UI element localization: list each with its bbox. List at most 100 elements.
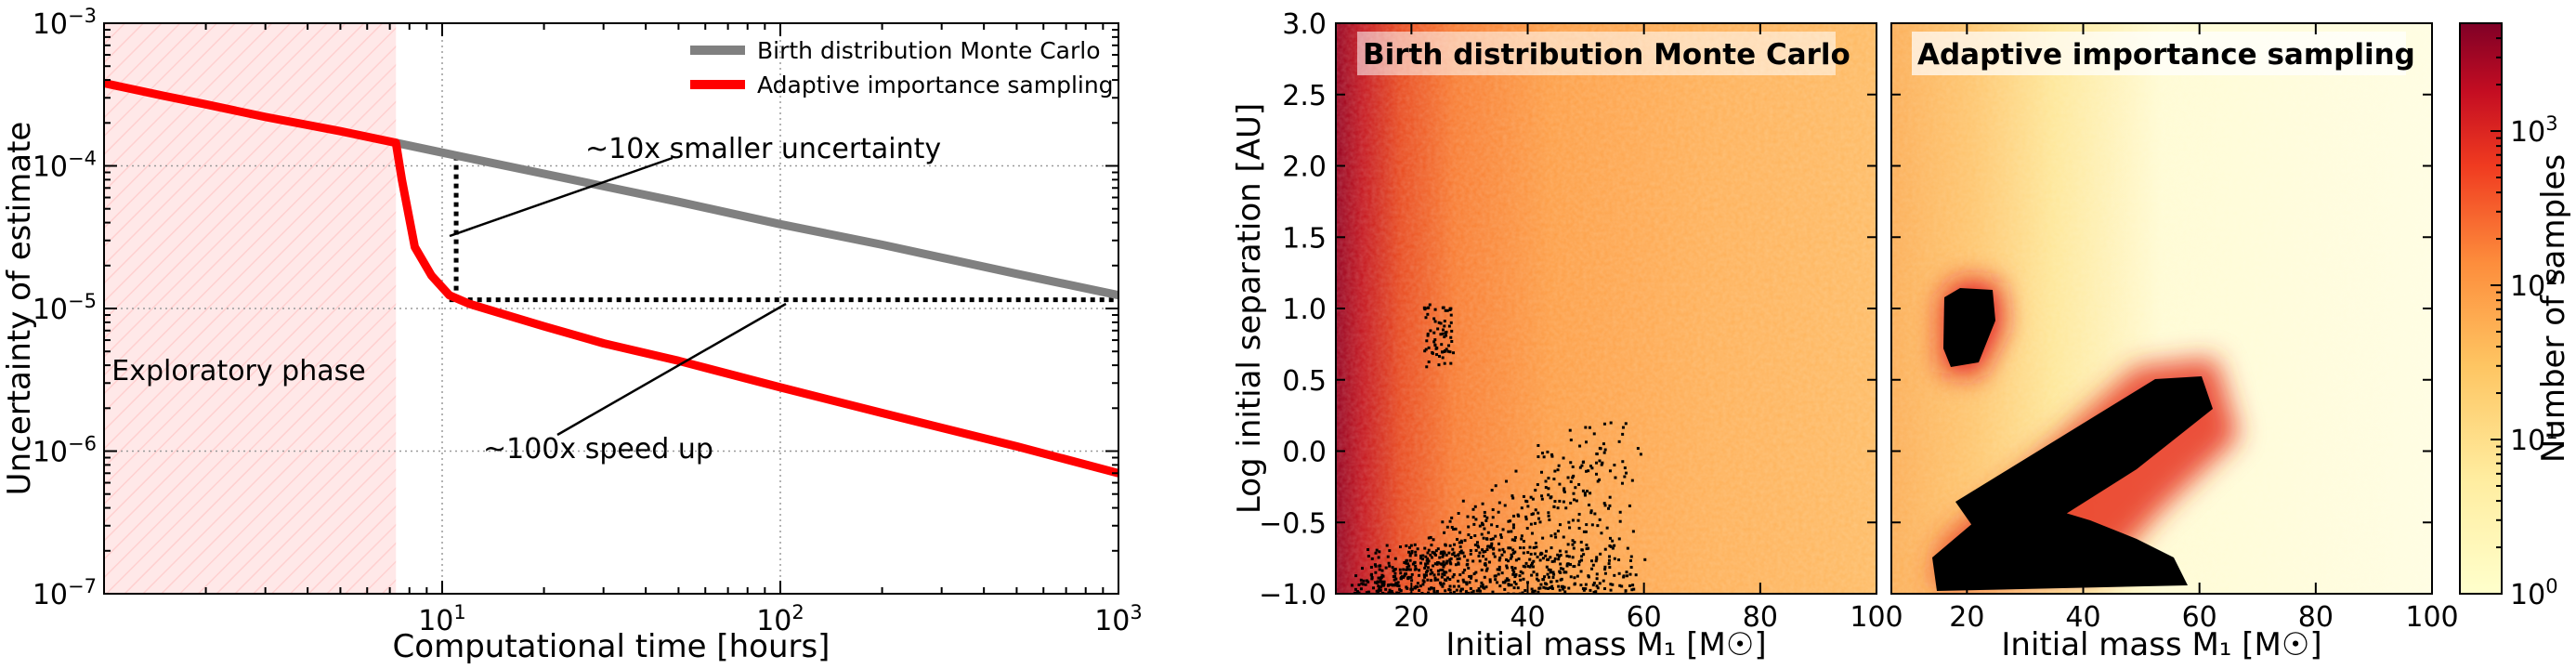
sample-point [1357, 583, 1361, 586]
sample-point [1440, 343, 1444, 347]
sample-point [1557, 464, 1561, 467]
sample-point [1489, 545, 1493, 549]
sample-point [1589, 588, 1592, 592]
sample-point [1475, 541, 1479, 544]
sample-point [1406, 566, 1409, 570]
sample-point [1365, 579, 1368, 583]
sample-point [1567, 555, 1571, 558]
sample-point [1380, 582, 1384, 585]
sample-point [1598, 518, 1602, 521]
sample-point [1613, 573, 1616, 577]
sample-point [1611, 539, 1615, 543]
sample-point [1366, 590, 1370, 594]
sample-point [1514, 558, 1518, 562]
sample-point [1547, 558, 1550, 561]
sample-point [1427, 559, 1431, 563]
sample-point [1559, 562, 1563, 566]
heatmap-y-tick-label: 1.5 [1282, 222, 1327, 255]
sample-point [1592, 581, 1596, 584]
sample-point [1546, 450, 1550, 453]
sample-point [1560, 577, 1563, 581]
sample-point [1562, 535, 1565, 539]
sample-point [1463, 539, 1467, 543]
sample-point [1477, 545, 1481, 549]
sample-point [1556, 468, 1560, 472]
sample-point [1469, 552, 1472, 556]
sample-point [1494, 574, 1497, 578]
sample-point [1493, 555, 1497, 558]
sample-point [1482, 550, 1485, 554]
sample-point [1486, 531, 1490, 534]
sample-point [1432, 340, 1436, 344]
sample-point [1529, 522, 1533, 526]
sample-point [1445, 348, 1448, 351]
sample-point [1445, 308, 1449, 312]
sample-point [1602, 442, 1605, 446]
sample-point [1483, 514, 1486, 518]
sample-point [1547, 477, 1550, 480]
sample-point [1409, 575, 1413, 579]
sample-point [1510, 538, 1514, 542]
sample-point [1623, 475, 1627, 479]
sample-point [1613, 557, 1616, 560]
sample-point [1528, 558, 1532, 561]
sample-point [1550, 546, 1553, 550]
sample-point [1480, 532, 1484, 536]
sample-point [1436, 569, 1440, 572]
sample-point [1542, 585, 1546, 589]
sample-point [1418, 569, 1421, 572]
sample-point [1572, 565, 1576, 569]
sample-point [1405, 585, 1408, 589]
sample-point [1533, 545, 1536, 549]
sample-point [1470, 535, 1473, 539]
sample-point [1380, 569, 1384, 572]
sample-point [1393, 578, 1396, 582]
sample-point [1405, 559, 1408, 563]
sample-point [1564, 550, 1568, 554]
sample-point [1452, 551, 1456, 555]
sample-point [1523, 589, 1527, 593]
sample-point [1430, 579, 1433, 583]
sample-point [1514, 572, 1518, 576]
sample-point [1418, 589, 1421, 593]
sample-point [1471, 559, 1475, 563]
sample-point [1557, 584, 1561, 588]
reference-lines [449, 154, 1118, 303]
sample-point [1569, 439, 1573, 442]
sample-point [1547, 493, 1550, 497]
sample-point [1360, 567, 1364, 571]
sample-point [1448, 544, 1452, 547]
sample-point [1486, 544, 1490, 548]
sample-point [1569, 461, 1573, 465]
y-tick-label: 10−3 [33, 5, 97, 41]
sample-point [1445, 334, 1448, 337]
sample-point [1442, 565, 1445, 569]
sample-point [1569, 575, 1573, 579]
sample-point [1589, 509, 1593, 513]
sample-point [1517, 558, 1521, 561]
colorbar: 100 101 102 103 Number of samples [2459, 22, 2572, 611]
sample-point [1436, 547, 1440, 551]
sample-point [1589, 559, 1593, 563]
sample-point [1558, 482, 1562, 486]
sample-point [1568, 526, 1572, 530]
sample-point [1458, 557, 1461, 560]
sample-point [1626, 574, 1629, 578]
sample-point [1408, 552, 1412, 556]
sample-point [1390, 589, 1393, 593]
sample-point [1357, 591, 1361, 594]
sample-point [1569, 501, 1573, 505]
x-tick-label: 102 [756, 601, 804, 637]
sample-point [1404, 572, 1407, 576]
sample-point [1408, 558, 1412, 562]
sample-point [1426, 578, 1430, 582]
sample-point [1452, 590, 1456, 594]
sample-point [1426, 569, 1430, 572]
sample-point [1584, 426, 1588, 429]
sample-point [1510, 555, 1513, 558]
sample-point [1577, 563, 1581, 567]
sample-point [1563, 490, 1566, 493]
sample-point [1406, 562, 1410, 566]
sample-point [1436, 578, 1440, 582]
sample-point [1468, 581, 1471, 584]
